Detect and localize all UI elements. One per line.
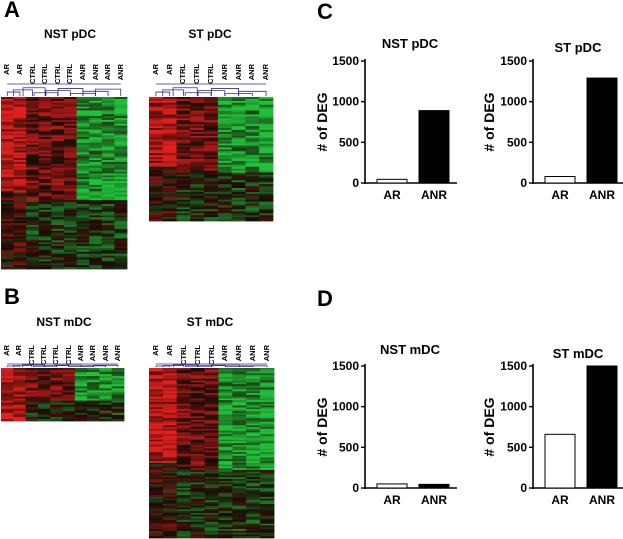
bar-ar — [376, 178, 408, 184]
y-tick-label: 0 — [352, 481, 359, 495]
dendrogram-nst-pdc — [6, 83, 122, 96]
chart-title: NST pDC — [382, 36, 439, 51]
y-tick-label: 500 — [507, 135, 527, 149]
bar-anr — [586, 77, 618, 184]
y-axis-label: # of DEG — [314, 92, 330, 151]
panel-label-b: B — [4, 284, 20, 309]
bar-ar — [544, 175, 576, 184]
chart-title: NST mDC — [380, 342, 441, 357]
heatmap-title-nst-mdc: NST mDC — [36, 315, 92, 329]
bar-anr — [586, 365, 618, 489]
bar-ar — [376, 483, 408, 489]
y-axis-label: # of DEG — [481, 397, 497, 456]
panel-label-a: A — [4, 0, 20, 22]
x-tick-label: ANR — [421, 493, 447, 507]
y-tick-label: 0 — [352, 176, 359, 190]
x-tick-label: AR — [383, 493, 401, 507]
x-tick-label: ANR — [589, 188, 615, 202]
panel-label-c: C — [317, 0, 333, 24]
y-tick-label: 1500 — [332, 359, 359, 373]
heatmap-st-mdc — [149, 368, 275, 539]
heatmap-title-st-mdc: ST mDC — [186, 315, 234, 329]
bar-chart-2: NST mDC # of DEG 0 500 1000 1500 AR ANR — [314, 342, 457, 507]
bar-ar — [544, 433, 576, 489]
y-axis-label: # of DEG — [481, 92, 497, 151]
y-tick-label: 1000 — [332, 400, 359, 414]
y-tick-label: 1500 — [500, 54, 527, 68]
dendrogram-st-mdc — [155, 363, 268, 367]
y-tick-label: 500 — [339, 440, 359, 454]
bar-chart-3: ST mDC # of DEG 0 500 1000 1500 AR ANR — [481, 346, 623, 507]
x-tick-label: AR — [551, 493, 569, 507]
bar-anr — [418, 483, 450, 489]
heatmap-nst-mdc — [1, 368, 125, 422]
y-tick-label: 1000 — [332, 95, 359, 109]
y-tick-label: 1500 — [500, 359, 527, 373]
heatmap-title-st-pdc: ST pDC — [188, 27, 232, 41]
bar-chart-0: NST pDC # of DEG 0 500 1000 1500 AR ANR — [314, 36, 457, 202]
y-tick-label: 500 — [339, 135, 359, 149]
heatmap-st-pdc — [149, 97, 274, 222]
bar-chart-1: ST pDC # of DEG 0 500 1000 1500 AR ANR — [481, 40, 623, 202]
x-tick-label: AR — [383, 188, 401, 202]
y-tick-label: 1000 — [500, 95, 527, 109]
y-tick-label: 0 — [520, 176, 527, 190]
chart-title: ST pDC — [555, 40, 603, 55]
y-tick-label: 1000 — [500, 400, 527, 414]
y-tick-label: 1500 — [332, 54, 359, 68]
heatmap-title-nst-pdc: NST pDC — [44, 27, 96, 41]
x-tick-label: ANR — [421, 188, 447, 202]
y-axis-label: # of DEG — [314, 397, 330, 456]
dendrogram-nst-mdc — [6, 363, 119, 367]
bar-anr — [418, 110, 450, 184]
y-tick-label: 500 — [507, 440, 527, 454]
panel-label-d: D — [317, 286, 333, 311]
heatmap-nst-pdc — [1, 97, 128, 270]
x-tick-label: AR — [551, 188, 569, 202]
y-tick-label: 0 — [520, 481, 527, 495]
chart-title: ST mDC — [553, 346, 604, 361]
x-tick-label: ANR — [589, 493, 615, 507]
dendrogram-st-pdc — [155, 83, 267, 96]
